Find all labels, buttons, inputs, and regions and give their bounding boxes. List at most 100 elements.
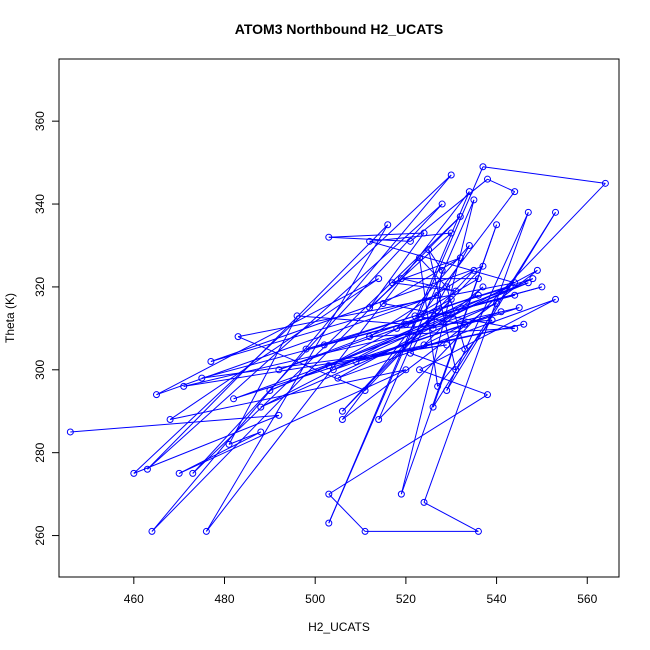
series-segment [401, 278, 456, 292]
series-segment [178, 431, 262, 474]
data-point [533, 266, 541, 274]
data-point [479, 163, 487, 171]
data-point [529, 275, 537, 283]
data-point [325, 233, 333, 241]
data-point [207, 358, 215, 366]
series-segment [369, 232, 425, 308]
y-tick-label: 280 [33, 442, 47, 462]
series-segment [369, 269, 475, 338]
x-tick-label: 460 [124, 592, 144, 606]
series-segment [337, 298, 556, 379]
data-point [329, 366, 337, 374]
data-point [366, 237, 374, 245]
data-point [415, 366, 423, 374]
data-point [488, 316, 496, 324]
data-point [447, 171, 455, 179]
x-tick-label: 500 [305, 592, 325, 606]
data-point [402, 320, 410, 328]
data-point [601, 179, 609, 187]
y-tick-label: 260 [33, 525, 47, 545]
data-point [320, 341, 328, 349]
series-segment [409, 245, 470, 354]
series-segment [382, 257, 461, 304]
series-segment [482, 166, 606, 184]
series-segment [342, 299, 452, 412]
data-point [470, 266, 478, 274]
data-point [434, 382, 442, 390]
chart-title: ATOM3 Northbound H2_UCATS [235, 21, 443, 37]
data-point [180, 382, 188, 390]
series-segment [418, 257, 439, 387]
data-point [148, 527, 156, 535]
data-point [479, 262, 487, 270]
series-segment [156, 278, 379, 396]
data-point [552, 295, 560, 303]
series-segment [446, 286, 466, 350]
series-segment [178, 369, 407, 474]
series-segment [328, 394, 488, 495]
data-point [384, 221, 392, 229]
data-point [474, 527, 482, 535]
x-tick-label: 560 [577, 592, 597, 606]
series-segment [147, 224, 389, 470]
series-segment [419, 298, 556, 371]
data-point [461, 345, 469, 353]
data-point [166, 416, 174, 424]
series-segment [297, 315, 406, 325]
series-segment [328, 232, 425, 238]
data-point [275, 411, 283, 419]
data-point [366, 333, 374, 341]
series-segment [432, 224, 498, 408]
series-segment [428, 249, 457, 370]
data-point [474, 291, 482, 299]
data-point [506, 283, 514, 291]
series-segment [183, 344, 447, 387]
data-point [152, 391, 160, 399]
y-tick-label: 340 [33, 194, 47, 214]
data-point [484, 175, 492, 183]
data-point [456, 254, 464, 262]
data-point [225, 440, 233, 448]
series-segment [419, 369, 488, 396]
series-segment [183, 307, 520, 387]
series-segment [328, 493, 366, 532]
data-point [338, 416, 346, 424]
data-point [397, 490, 405, 498]
data-point [302, 345, 310, 353]
series-segment [437, 319, 493, 387]
data-point [198, 374, 206, 382]
data-point [375, 275, 383, 283]
data-point [189, 469, 197, 477]
x-tick-label: 540 [487, 592, 507, 606]
series-segment [228, 315, 298, 445]
data-point [484, 391, 492, 399]
series-segment [133, 414, 280, 474]
data-point [452, 366, 460, 374]
data-point [325, 362, 333, 370]
series-points [66, 163, 609, 535]
series-segment [369, 232, 452, 309]
series-segment [369, 240, 515, 284]
data-point [406, 349, 414, 357]
series-segment [192, 203, 443, 474]
data-point [338, 407, 346, 415]
data-point [497, 308, 505, 316]
data-point [456, 212, 464, 220]
data-point [438, 266, 446, 274]
data-point [520, 320, 528, 328]
data-point [461, 320, 469, 328]
data-point [230, 395, 238, 403]
series-segment [428, 249, 443, 271]
data-point [493, 299, 501, 307]
series-segment [369, 327, 515, 338]
series-segment [423, 212, 529, 503]
data-point [175, 469, 183, 477]
data-point [266, 387, 274, 395]
series-segment [333, 278, 534, 371]
series-segment [342, 269, 538, 420]
data-point [334, 374, 342, 382]
series-segment [423, 501, 479, 532]
data-point [511, 279, 519, 287]
series-segment [419, 257, 448, 288]
